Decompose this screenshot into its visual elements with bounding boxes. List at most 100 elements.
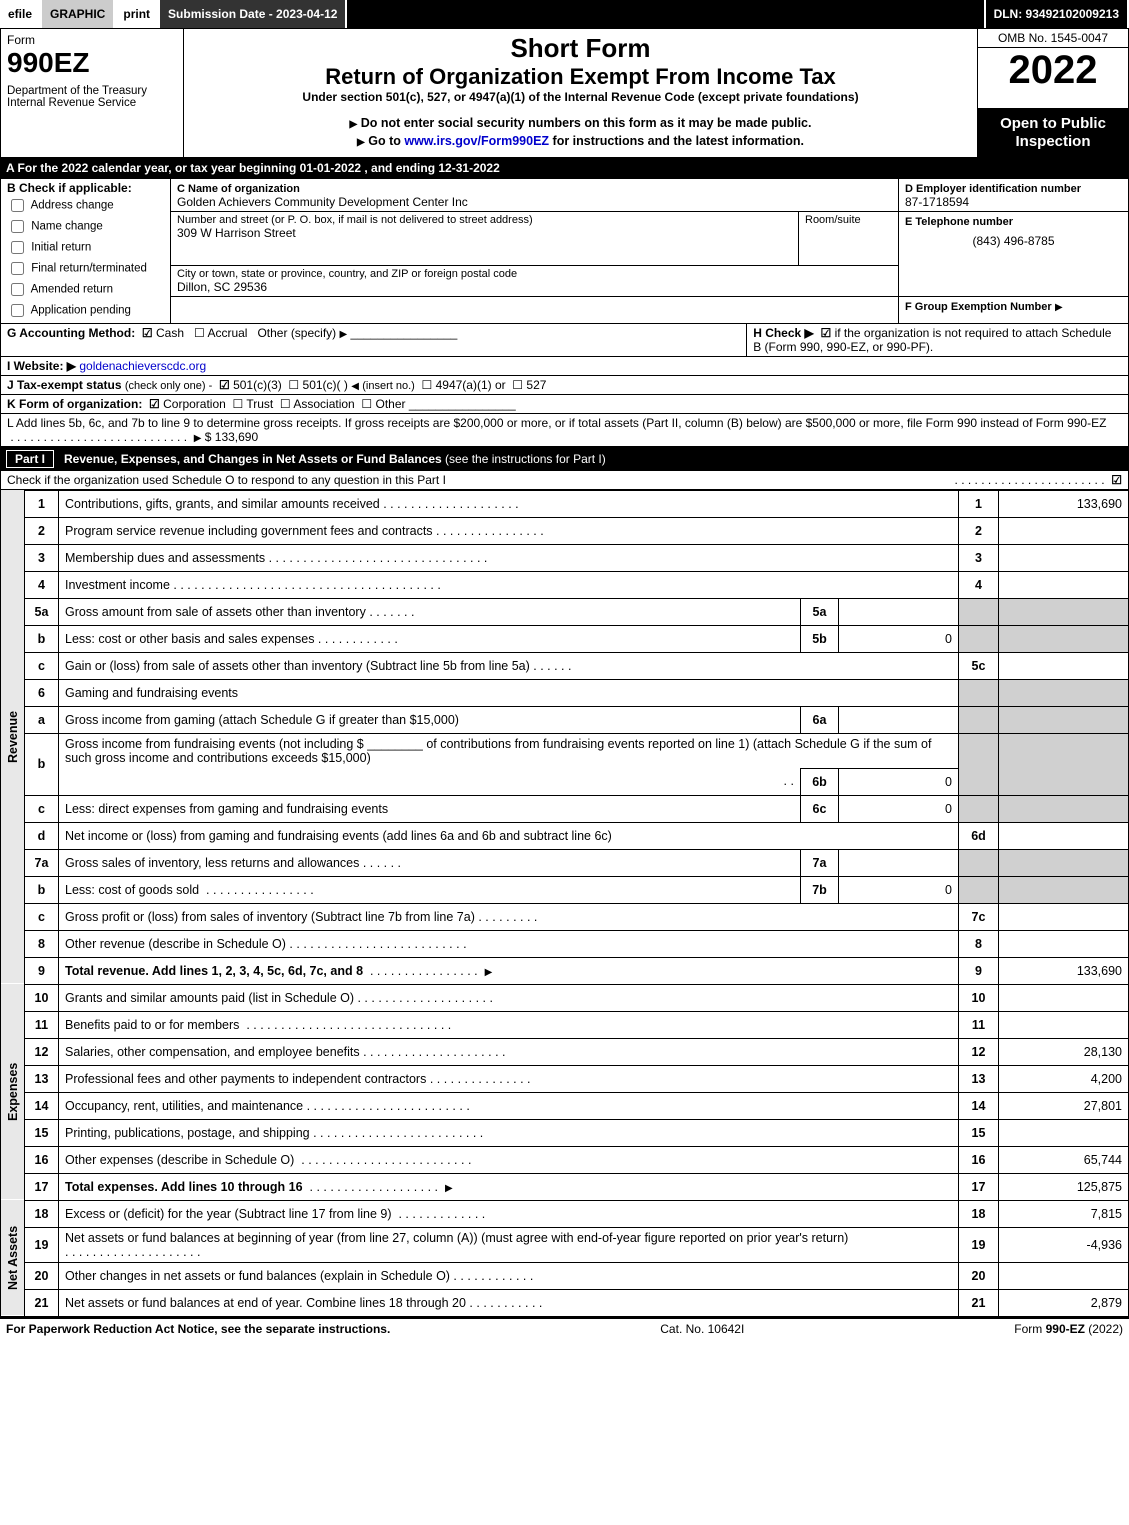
desc-6: Gaming and fundraising events xyxy=(59,679,959,706)
no-ssn-warning: ▶ Do not enter social security numbers o… xyxy=(190,116,971,130)
dln-label: DLN: 93492102009213 xyxy=(986,0,1129,28)
fn-14: 14 xyxy=(959,1092,999,1119)
chk-final-return-label: Final return/terminated xyxy=(31,262,147,274)
fn-12: 12 xyxy=(959,1038,999,1065)
box-e-label: E Telephone number xyxy=(905,216,1013,228)
fn-9: 9 xyxy=(959,957,999,984)
fn-15: 15 xyxy=(959,1119,999,1146)
desc-20: Other changes in net assets or fund bala… xyxy=(59,1262,959,1289)
section-a-period: A For the 2022 calendar year, or tax yea… xyxy=(0,158,1129,178)
ln-5a: 5a xyxy=(25,598,59,625)
desc-6b-1: Gross income from fundraising events (no… xyxy=(59,733,959,768)
desc-16: Other expenses (describe in Schedule O) … xyxy=(59,1146,959,1173)
desc-6a: Gross income from gaming (attach Schedul… xyxy=(59,706,801,733)
goto-link[interactable]: www.irs.gov/Form990EZ xyxy=(404,134,549,148)
under-section: Under section 501(c), 527, or 4947(a)(1)… xyxy=(190,90,971,104)
fn-7c: 7c xyxy=(959,903,999,930)
ln-19: 19 xyxy=(25,1227,59,1262)
website-link[interactable]: goldenachieverscdc.org xyxy=(79,359,206,373)
sv-6c: 0 xyxy=(838,795,958,822)
footer-center: Cat. No. 10642I xyxy=(660,1322,744,1336)
print-button[interactable]: print xyxy=(115,0,160,28)
chk-name-change[interactable]: Name change xyxy=(7,216,164,237)
box-i-label: I Website: ▶ xyxy=(7,359,76,373)
chk-address-change[interactable]: Address change xyxy=(7,195,164,216)
fv-9: 133,690 xyxy=(999,957,1129,984)
ln-21: 21 xyxy=(25,1289,59,1316)
city-label: City or town, state or province, country… xyxy=(177,268,892,280)
city-value: Dillon, SC 29536 xyxy=(177,280,892,294)
cash-checked-icon: ☑ xyxy=(142,326,153,340)
desc-7c: Gross profit or (loss) from sales of inv… xyxy=(59,903,959,930)
fn-13: 13 xyxy=(959,1065,999,1092)
goto-pre: Go to xyxy=(368,134,404,148)
fn-11: 11 xyxy=(959,1011,999,1038)
fn-10: 10 xyxy=(959,984,999,1011)
ein-value: 87-1718594 xyxy=(905,195,1122,209)
telephone-value: (843) 496-8785 xyxy=(905,234,1122,248)
desc-8: Other revenue (describe in Schedule O) .… xyxy=(59,930,959,957)
ln-4: 4 xyxy=(25,571,59,598)
form-header: Form 990EZ Department of the Treasury In… xyxy=(0,28,1129,158)
sn-6c: 6c xyxy=(800,795,838,822)
desc-19: Net assets or fund balances at beginning… xyxy=(59,1227,959,1262)
ln-17: 17 xyxy=(25,1173,59,1200)
chk-application-pending[interactable]: Application pending xyxy=(7,300,164,321)
box-h-label: H Check ▶ xyxy=(753,326,814,340)
ln-1: 1 xyxy=(25,490,59,517)
fv-20 xyxy=(999,1262,1129,1289)
fn-4: 4 xyxy=(959,571,999,598)
fv-18: 7,815 xyxy=(999,1200,1129,1227)
desc-13: Professional fees and other payments to … xyxy=(59,1065,959,1092)
sv-7a xyxy=(838,849,958,876)
fv-3 xyxy=(999,544,1129,571)
box-d-label: D Employer identification number xyxy=(905,183,1081,195)
desc-6d: Net income or (loss) from gaming and fun… xyxy=(59,822,959,849)
j-4947: 4947(a)(1) or xyxy=(436,378,506,392)
fn-5c: 5c xyxy=(959,652,999,679)
fv-10 xyxy=(999,984,1129,1011)
fv-1: 133,690 xyxy=(999,490,1129,517)
fv-7c xyxy=(999,903,1129,930)
ln-6a: a xyxy=(25,706,59,733)
chk-final-return[interactable]: Final return/terminated xyxy=(7,258,164,279)
expenses-vertical: Expenses xyxy=(1,984,25,1200)
ln-10: 10 xyxy=(25,984,59,1011)
goto-tail: for instructions and the latest informat… xyxy=(549,134,804,148)
street-value: 309 W Harrison Street xyxy=(177,226,792,240)
g-other: Other (specify) xyxy=(257,326,336,340)
part-1-schedule-o-check: ☑ xyxy=(1111,473,1122,487)
sv-6a xyxy=(838,706,958,733)
ln-20: 20 xyxy=(25,1262,59,1289)
desc-15: Printing, publications, postage, and shi… xyxy=(59,1119,959,1146)
desc-2: Program service revenue including govern… xyxy=(59,517,959,544)
open-to-public: Open to Public Inspection xyxy=(978,109,1128,157)
box-k-label: K Form of organization: xyxy=(7,397,142,411)
sv-7b: 0 xyxy=(838,876,958,903)
chk-amended-return[interactable]: Amended return xyxy=(7,279,164,300)
form-word: Form xyxy=(7,33,177,47)
fn-8: 8 xyxy=(959,930,999,957)
box-f-label: F Group Exemption Number xyxy=(905,301,1052,313)
fv-15 xyxy=(999,1119,1129,1146)
box-b-title: B Check if applicable: xyxy=(7,181,132,195)
footer-right: Form 990-EZ (2022) xyxy=(1014,1322,1123,1336)
j-501c: 501(c)( ) xyxy=(303,378,348,392)
part-1-header: Part I Revenue, Expenses, and Changes in… xyxy=(0,447,1129,471)
ln-8: 8 xyxy=(25,930,59,957)
chk-initial-return[interactable]: Initial return xyxy=(7,237,164,258)
shade-5a-v xyxy=(999,598,1129,625)
desc-4: Investment income . . . . . . . . . . . … xyxy=(59,571,959,598)
fv-2 xyxy=(999,517,1129,544)
sv-6b: 0 xyxy=(838,768,958,795)
fv-17: 125,875 xyxy=(999,1173,1129,1200)
sn-6a: 6a xyxy=(800,706,838,733)
box-l-value: $ 133,690 xyxy=(205,430,258,444)
chk-amended-return-label: Amended return xyxy=(31,283,113,295)
ln-2: 2 xyxy=(25,517,59,544)
omb-number: OMB No. 1545-0047 xyxy=(978,29,1128,48)
efile-label: efile xyxy=(0,0,42,28)
desc-1: Contributions, gifts, grants, and simila… xyxy=(59,490,959,517)
netassets-vertical: Net Assets xyxy=(1,1200,25,1316)
ln-18: 18 xyxy=(25,1200,59,1227)
